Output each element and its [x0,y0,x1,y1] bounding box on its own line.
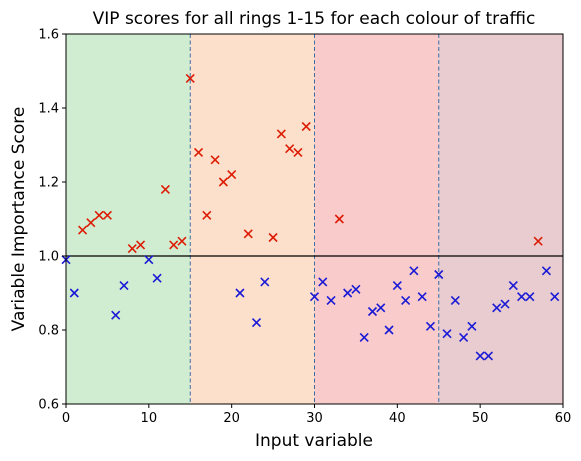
point-series2-20 [401,295,411,305]
chart-title: VIP scores for all rings 1-15 for each c… [93,9,536,29]
traffic-colour-regions [66,34,563,404]
point-series2-29 [475,351,485,361]
y-tick-label: 1.6 [38,28,59,43]
point-series2-15 [359,332,369,342]
point-series2-6 [152,273,162,283]
point-series1-3 [94,210,104,220]
point-series1-6 [135,240,146,250]
point-series1-13 [210,155,220,165]
data-points [61,73,560,361]
point-series1-7 [160,184,170,194]
point-series1-14 [218,177,228,187]
point-series1-23 [533,236,543,246]
point-series2-7 [235,288,245,298]
point-series2-13 [343,288,353,298]
point-series2-33 [508,281,518,291]
point-series2-28 [467,321,477,331]
x-tick-label: 40 [389,411,406,426]
y-tick-label: 1.2 [38,176,59,191]
x-tick-label: 10 [141,411,158,426]
point-series2-14 [351,284,361,294]
x-tick-label: 0 [62,411,70,426]
point-series2-19 [392,281,402,291]
point-series2-26 [450,295,460,305]
region-band-2 [190,34,315,404]
point-series2-34 [517,292,527,302]
point-series2-32 [500,299,510,309]
point-series1-1 [78,225,88,235]
x-tick-label: 60 [555,411,572,426]
point-series2-3 [111,310,121,320]
y-tick-label: 1.4 [38,102,59,117]
y-tick-label: 1.0 [38,250,59,265]
y-axis-ticks: 0.6 0.8 1.0 1.2 1.4 1.6 [38,28,66,413]
point-series1-19 [285,144,295,154]
point-series2-35 [525,292,535,302]
point-series2-10 [309,292,320,302]
point-series1-4 [102,210,112,220]
point-series1-9 [177,236,187,246]
point-series2-11 [318,277,328,287]
point-series2-23 [425,321,436,331]
y-axis-label: Variable Importance Score [9,107,29,332]
point-series2-9 [260,277,270,287]
point-series1-20 [293,147,303,157]
point-series1-8 [169,240,179,250]
point-series2-24 [434,269,444,280]
point-series2-12 [326,295,336,305]
point-series2-8 [251,318,262,328]
region-band-1 [66,34,191,404]
region-boundary-lines [189,34,440,404]
point-series1-21 [301,121,311,132]
point-series2-4 [119,281,129,291]
region-band-3 [314,34,439,404]
y-tick-label: 0.8 [38,324,59,339]
point-series2-17 [376,303,386,313]
point-series2-27 [459,332,469,342]
point-series2-18 [384,325,394,335]
point-series1-2 [86,218,96,228]
point-series1-22 [334,214,344,224]
point-series2-31 [492,303,502,313]
point-series2-5 [144,255,154,265]
point-series1-16 [243,229,253,239]
point-series2-36 [541,266,551,276]
point-series2-21 [409,266,419,276]
point-series2-25 [442,329,452,339]
point-series1-17 [268,232,278,243]
point-series1-11 [193,147,204,157]
point-series1-5 [127,244,137,254]
point-series2-2 [69,288,79,298]
point-series2-37 [550,292,560,302]
point-series2-22 [417,292,427,302]
point-series2-30 [483,351,494,361]
point-series1-15 [227,170,237,180]
x-axis-label: Input variable [255,431,373,451]
region-band-4 [438,34,563,404]
y-tick-label: 0.6 [38,398,59,413]
point-series2-16 [367,306,378,317]
x-tick-label: 20 [223,411,240,426]
x-axis-ticks: 0 10 20 30 40 50 60 [62,404,571,426]
point-series1-10 [185,73,195,83]
x-tick-label: 30 [306,411,323,426]
point-series1-12 [202,210,212,220]
point-series1-18 [276,129,286,139]
x-tick-label: 50 [472,411,489,426]
